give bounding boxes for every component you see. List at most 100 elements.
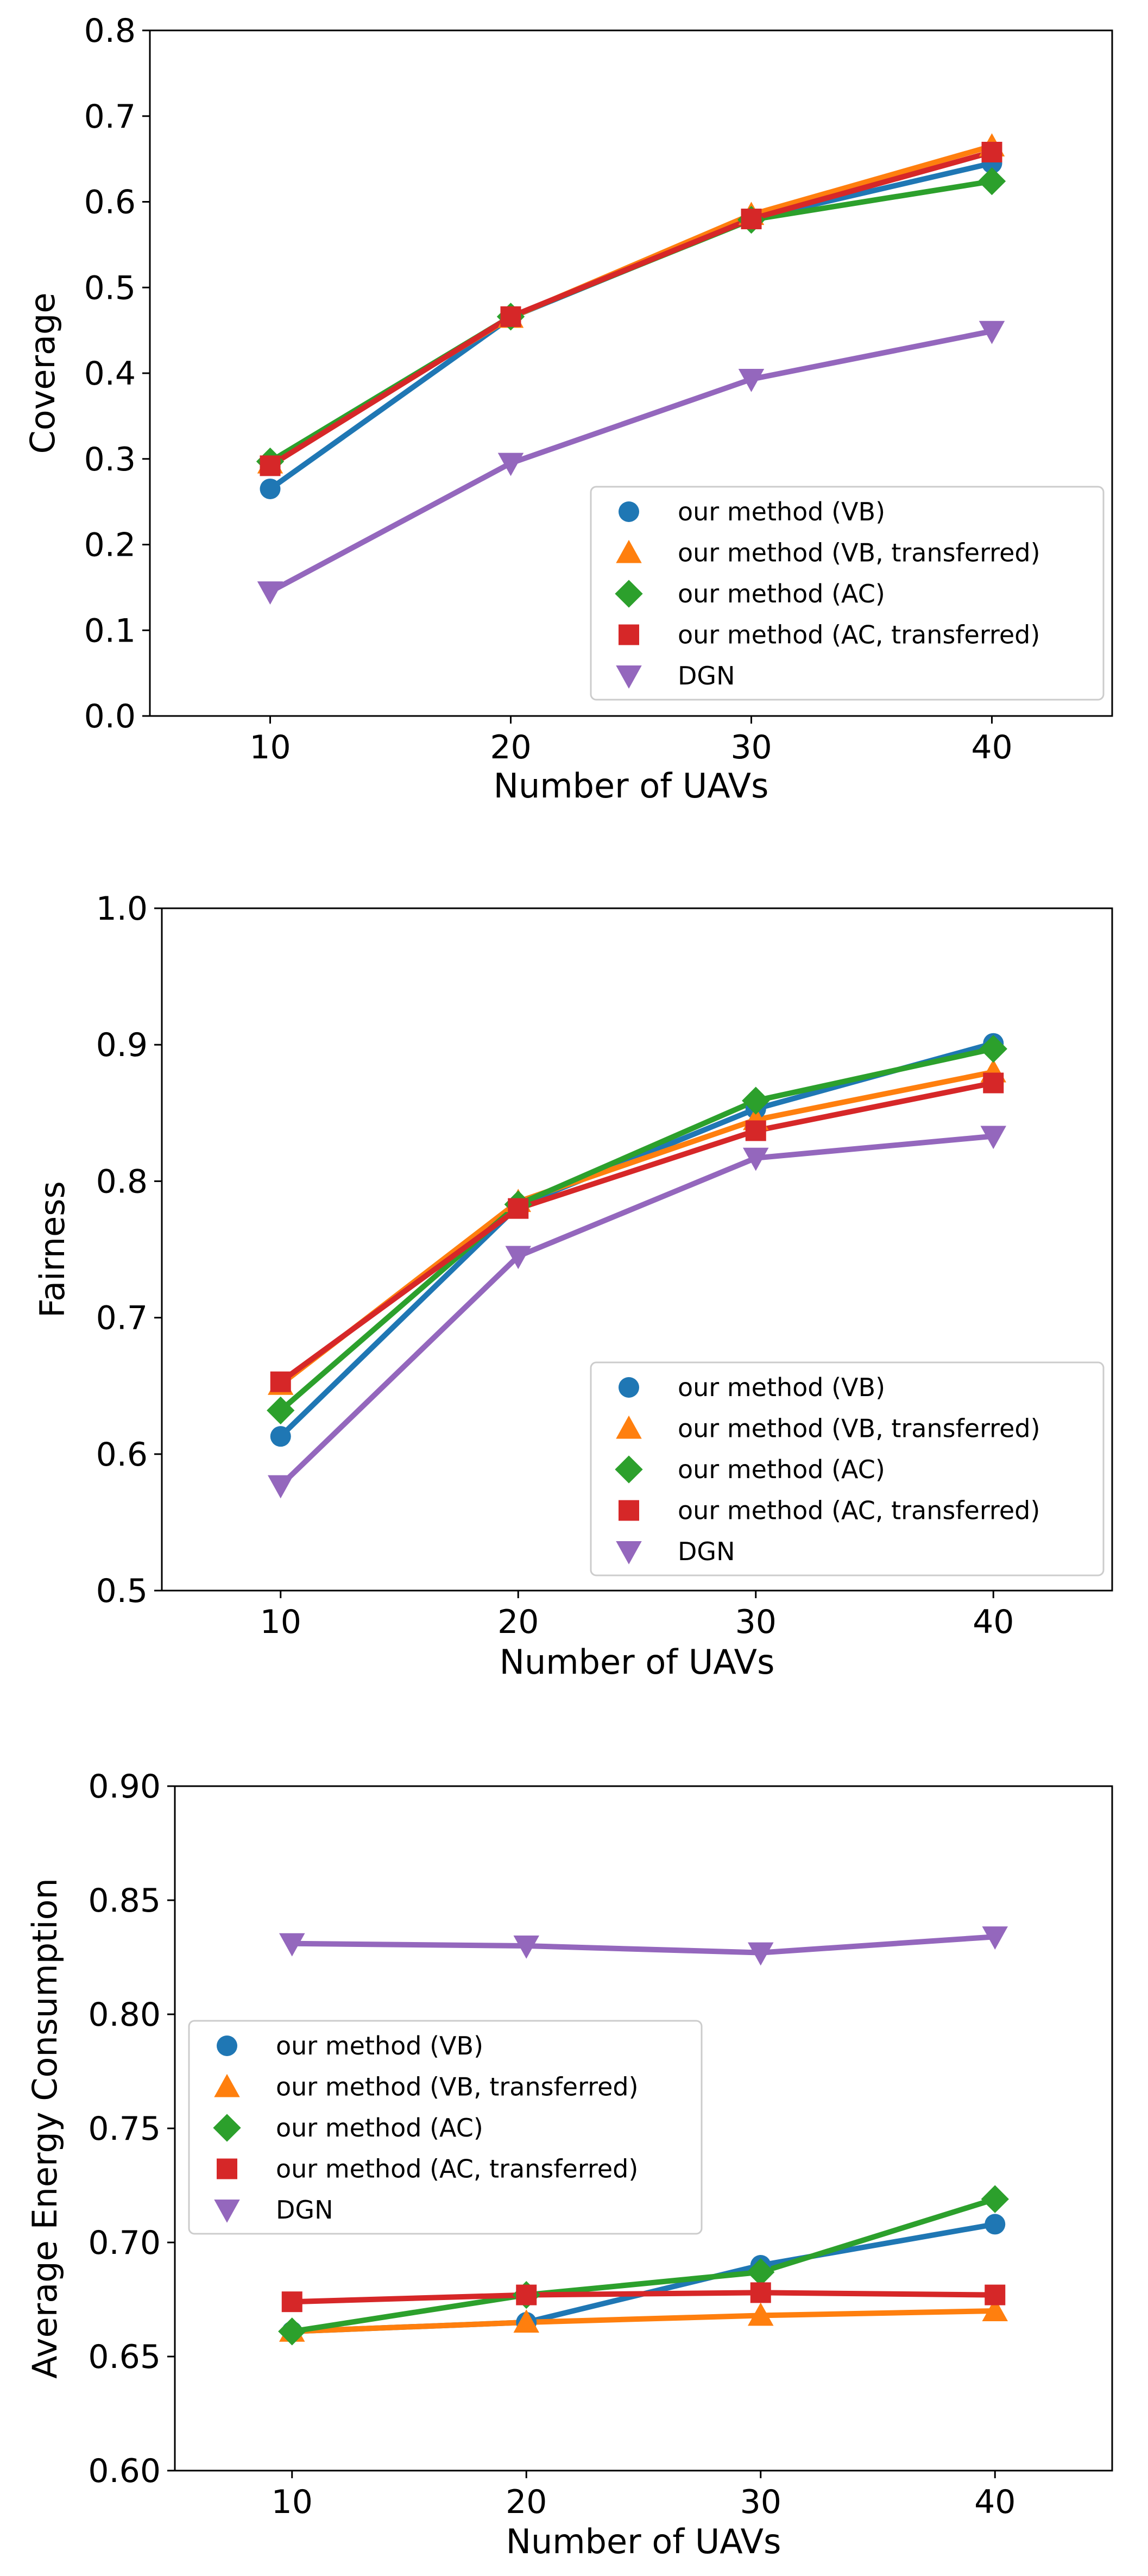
data-point xyxy=(985,2214,1006,2235)
x-axis-label: Number of UAVs xyxy=(500,1642,775,1682)
chart-2: 10 20 30 40 0.5 0.6 0.7 0.8 0.9 1.0 Number of UAVs… xyxy=(33,890,1113,1682)
x-axis-label: Number of UAVs xyxy=(494,766,769,806)
y-tick-label: 1.0 xyxy=(96,890,148,928)
legend-label: our method (AC, transferred) xyxy=(678,620,1040,650)
data-point xyxy=(260,455,281,476)
data-point xyxy=(742,1086,770,1115)
data-point xyxy=(513,1936,539,1959)
y-axis-label: Average Energy Consumption xyxy=(25,1878,65,2379)
y-tick-label: 0.80 xyxy=(88,1996,161,2034)
y-tick-label: 0.6 xyxy=(96,1436,148,1474)
legend-label: our method (VB, transferred) xyxy=(276,2072,639,2102)
series-line-5 xyxy=(267,328,995,595)
legend-marker xyxy=(616,1415,642,1439)
data-point xyxy=(743,1147,769,1171)
series-line-2 xyxy=(277,1069,996,1387)
legend-marker xyxy=(616,665,642,689)
y-tick-label: 0.9 xyxy=(96,1026,148,1064)
y-axis-label: Coverage xyxy=(23,292,62,454)
series-line-2 xyxy=(289,2308,998,2334)
chart-1: 10 20 30 40 0.0 0.1 0.2 0.3 0.4 0.5 0.6 0.7 0.8 Numbe… xyxy=(23,12,1113,806)
legend-box xyxy=(188,2020,703,2235)
data-point xyxy=(278,2317,306,2346)
y-tick-label: 0.3 xyxy=(84,441,136,479)
data-point xyxy=(748,1942,774,1966)
plot-frame xyxy=(161,907,1113,1592)
data-point xyxy=(270,1426,291,1447)
legend-marker xyxy=(213,2114,241,2142)
x-tick-label: 30 xyxy=(740,2483,781,2521)
y-tick-label: 0.75 xyxy=(88,2110,161,2148)
data-point xyxy=(260,478,281,499)
legend-marker xyxy=(615,580,643,608)
y-tick-label: 0.0 xyxy=(84,698,136,736)
y-tick-label: 0.8 xyxy=(84,12,136,50)
y-axis-label: Fairness xyxy=(33,1181,72,1318)
data-point xyxy=(505,1246,531,1270)
data-point xyxy=(513,2309,539,2333)
y-tick-label: 0.70 xyxy=(88,2224,161,2262)
chart-3: 10 20 30 40 0.60 0.65 0.70 0.75 0.80 0.85 0.90 Numb… xyxy=(25,1768,1113,2561)
y-tick-label: 0.4 xyxy=(84,355,136,393)
x-axis-label: Number of UAVs xyxy=(506,2522,781,2561)
data-point xyxy=(980,1126,1006,1149)
legend-marker xyxy=(619,1377,639,1398)
x-tick-label: 10 xyxy=(272,2483,313,2521)
legend-marker xyxy=(616,1541,642,1565)
data-point xyxy=(257,581,283,605)
legend-marker xyxy=(214,2074,240,2097)
x-tick-label: 20 xyxy=(506,2483,547,2521)
y-tick-label: 0.60 xyxy=(88,2452,161,2490)
legend-marker xyxy=(619,1500,639,1521)
legend-label: our method (VB) xyxy=(678,497,885,526)
series-line-4 xyxy=(277,1080,996,1385)
legend-marker xyxy=(217,2035,237,2056)
series-line-2 xyxy=(267,143,995,466)
legend: our method (VB) our method (VB, transferr… xyxy=(590,1361,1105,1576)
series-line-4 xyxy=(267,149,995,469)
x-tick-label: 20 xyxy=(490,728,531,766)
legend-marker xyxy=(619,501,639,522)
legend-label: DGN xyxy=(678,661,735,690)
series-line-1 xyxy=(267,160,995,492)
y-tick-label: 0.5 xyxy=(96,1572,148,1610)
y-tick-label: 0.2 xyxy=(84,526,136,564)
series-line-3 xyxy=(277,1046,996,1413)
y-tick-label: 0.1 xyxy=(84,612,136,650)
legend: our method (VB) our method (VB, transferr… xyxy=(188,2020,703,2235)
data-point xyxy=(267,1396,295,1425)
y-tick-label: 0.5 xyxy=(84,269,136,307)
x-tick-label: 20 xyxy=(497,1603,539,1641)
data-point xyxy=(981,2185,1009,2213)
data-point xyxy=(279,1933,305,1957)
data-point xyxy=(982,1926,1008,1950)
legend-label: our method (VB) xyxy=(276,2031,483,2060)
x-tick-label: 40 xyxy=(974,2483,1015,2521)
data-point xyxy=(508,1198,529,1219)
data-point xyxy=(977,167,1006,196)
legend-label: our method (AC, transferred) xyxy=(276,2154,638,2184)
x-tick-label: 40 xyxy=(973,1603,1014,1641)
y-tick-label: 0.7 xyxy=(96,1299,148,1337)
data-point xyxy=(270,1371,291,1392)
y-tick-label: 0.8 xyxy=(96,1163,148,1201)
data-point xyxy=(982,2298,1008,2321)
series-line-4 xyxy=(289,2290,998,2305)
x-tick-label: 30 xyxy=(730,728,772,766)
data-point xyxy=(281,2291,302,2313)
legend-label: DGN xyxy=(276,2195,333,2225)
legend-box xyxy=(590,1361,1105,1576)
y-tick-label: 0.7 xyxy=(84,98,136,136)
data-point xyxy=(983,1072,1004,1094)
data-point xyxy=(516,2284,537,2305)
legend-label: our method (VB, transferred) xyxy=(678,538,1040,568)
legend-marker xyxy=(217,2158,237,2179)
series-line-5 xyxy=(289,1934,998,1956)
legend-label: our method (AC) xyxy=(276,2113,483,2143)
data-point xyxy=(268,1475,294,1499)
data-point xyxy=(985,2284,1006,2305)
y-tick-label: 0.85 xyxy=(88,1882,161,1920)
data-point xyxy=(497,453,524,476)
